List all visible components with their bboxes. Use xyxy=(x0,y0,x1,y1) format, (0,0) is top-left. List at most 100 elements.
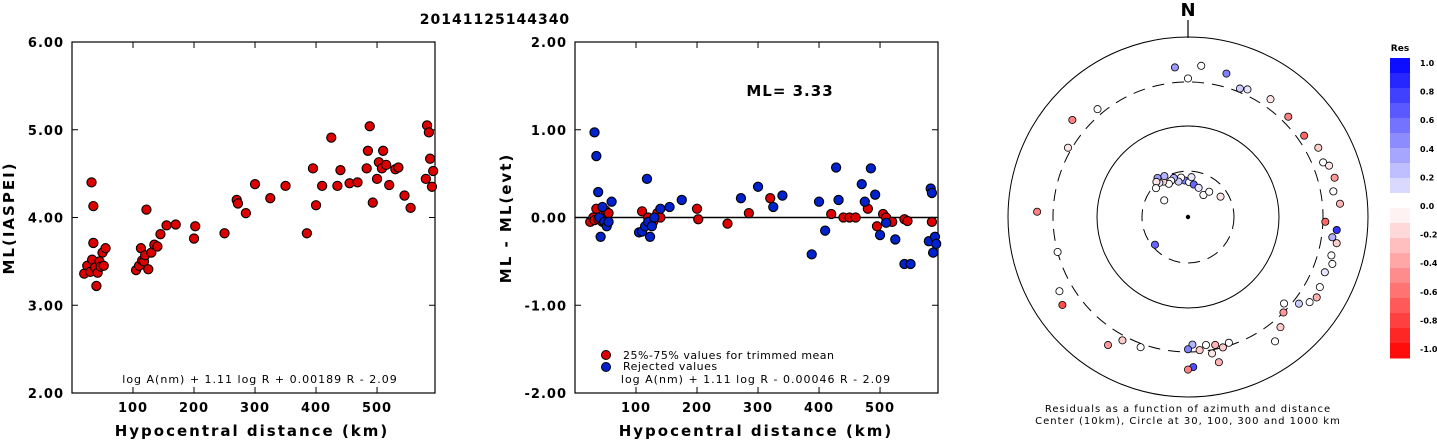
x-axis-label: Hypocentral distance (km) xyxy=(619,422,894,440)
station-point xyxy=(1314,143,1323,152)
station-point xyxy=(1327,251,1336,260)
data-point-rejected xyxy=(874,229,886,241)
x-tick-label: 100 xyxy=(118,401,148,416)
station-point xyxy=(1160,196,1169,205)
data-point-rejected xyxy=(880,217,892,228)
data-points xyxy=(585,127,942,270)
data-point-rejected xyxy=(644,231,656,242)
data-point xyxy=(399,190,410,201)
station-point xyxy=(1280,299,1289,308)
data-point-rejected xyxy=(859,196,870,207)
data-point xyxy=(188,233,200,244)
data-point xyxy=(232,198,244,209)
colorbar-cell xyxy=(1390,238,1410,254)
data-point xyxy=(91,280,102,292)
data-point xyxy=(265,193,276,204)
legend-swatch-trimmed xyxy=(601,350,611,360)
colorbar-tick-label: -1.0 xyxy=(1420,345,1437,354)
x-axis-ticks: 100 200 300 400 500 xyxy=(118,42,391,416)
station-point xyxy=(1294,299,1303,308)
data-point xyxy=(310,200,322,211)
colorbar-tick-label: 0.2 xyxy=(1420,173,1434,182)
x-tick-label: 300 xyxy=(743,401,773,416)
data-point-rejected xyxy=(655,203,666,214)
station-point xyxy=(1093,105,1102,114)
colorbar-tick-label: 0.4 xyxy=(1420,145,1435,154)
y-tick-label: 2.00 xyxy=(28,387,64,402)
data-point xyxy=(826,208,837,220)
station-point xyxy=(1300,131,1309,140)
data-point-rejected xyxy=(833,194,844,206)
station-point xyxy=(1276,323,1285,332)
data-point xyxy=(86,177,97,188)
ring-100km xyxy=(1096,125,1280,309)
station-point xyxy=(1058,300,1067,309)
x-tick-label: 200 xyxy=(179,401,209,416)
figure-title: 20141125144340 xyxy=(420,12,570,28)
colorbar-cell xyxy=(1390,208,1410,224)
data-point xyxy=(98,260,109,271)
station-point xyxy=(1266,95,1275,104)
data-points xyxy=(79,120,439,292)
y-tick-label: 6.00 xyxy=(28,36,64,51)
x-axis-ticks: 100 200 300 400 500 xyxy=(621,42,895,416)
y-tick-label: -1.00 xyxy=(525,299,567,314)
data-point xyxy=(190,221,201,232)
data-point-rejected xyxy=(830,162,842,173)
colorbar-tick-label: -0.8 xyxy=(1420,316,1437,325)
colorbar-cell xyxy=(1390,328,1410,344)
data-point xyxy=(364,121,375,132)
data-point xyxy=(424,153,436,164)
x-axis-label: Hypocentral distance (km) xyxy=(115,422,390,440)
station-point xyxy=(1332,239,1341,248)
data-point-rejected xyxy=(591,150,602,162)
station-point xyxy=(1103,341,1112,350)
station-point xyxy=(1284,112,1293,121)
data-point xyxy=(405,202,416,213)
data-point-rejected xyxy=(865,163,877,174)
data-point xyxy=(326,132,337,143)
data-point xyxy=(926,216,938,228)
legend-label-trimmed: 25%-75% values for trimmed mean xyxy=(623,349,835,362)
data-point-rejected xyxy=(813,196,825,207)
y-axis-label: ML - ML(evt) xyxy=(497,153,515,283)
map-caption-line1: Residuals as a function of azimuth and d… xyxy=(1045,404,1331,415)
x-tick-label: 500 xyxy=(865,401,895,416)
station-point xyxy=(1201,341,1210,350)
data-point xyxy=(765,193,776,204)
data-point xyxy=(384,179,395,191)
x-tick-label: 400 xyxy=(301,401,331,416)
station-point xyxy=(1332,226,1341,235)
data-point xyxy=(902,215,913,227)
colorbar-tick-label: 0.8 xyxy=(1420,88,1435,97)
data-point xyxy=(143,264,154,275)
station-point xyxy=(1328,259,1337,268)
center-dot xyxy=(1185,214,1191,220)
colorbar-cell xyxy=(1390,268,1410,284)
legend: 25%-75% values for trimmed mean Rejected… xyxy=(601,349,835,373)
y-axis-ticks: -2.00 -1.00 0.00 1.00 2.00 xyxy=(525,36,938,402)
data-point xyxy=(423,127,435,138)
colorbar-cell xyxy=(1390,118,1410,134)
ring-1000km xyxy=(1007,36,1369,398)
data-point-rejected xyxy=(777,190,788,201)
colorbar-tick-label: 0.0 xyxy=(1420,202,1435,211)
legend-label-rejected: Rejected values xyxy=(623,360,718,373)
data-point-rejected xyxy=(735,193,747,204)
station-point xyxy=(1055,287,1064,296)
data-point xyxy=(161,220,172,231)
x-tick-label: 300 xyxy=(240,401,270,416)
colorbar-cell xyxy=(1390,223,1410,239)
formula-annotation: log A(nm) + 1.11 log R + 0.00189 R - 2.0… xyxy=(122,373,397,386)
colorbar-tick-label: -0.4 xyxy=(1420,259,1437,268)
data-point-rejected xyxy=(676,194,687,206)
data-point-rejected xyxy=(806,249,817,260)
colorbar-cell xyxy=(1390,133,1410,149)
data-point xyxy=(377,145,389,156)
colorbar-cell xyxy=(1390,253,1410,269)
colorbar-tick-label: 1.0 xyxy=(1420,59,1435,68)
data-point xyxy=(743,207,755,219)
data-point xyxy=(361,163,372,174)
data-point xyxy=(249,179,261,190)
station-point xyxy=(1214,358,1223,367)
